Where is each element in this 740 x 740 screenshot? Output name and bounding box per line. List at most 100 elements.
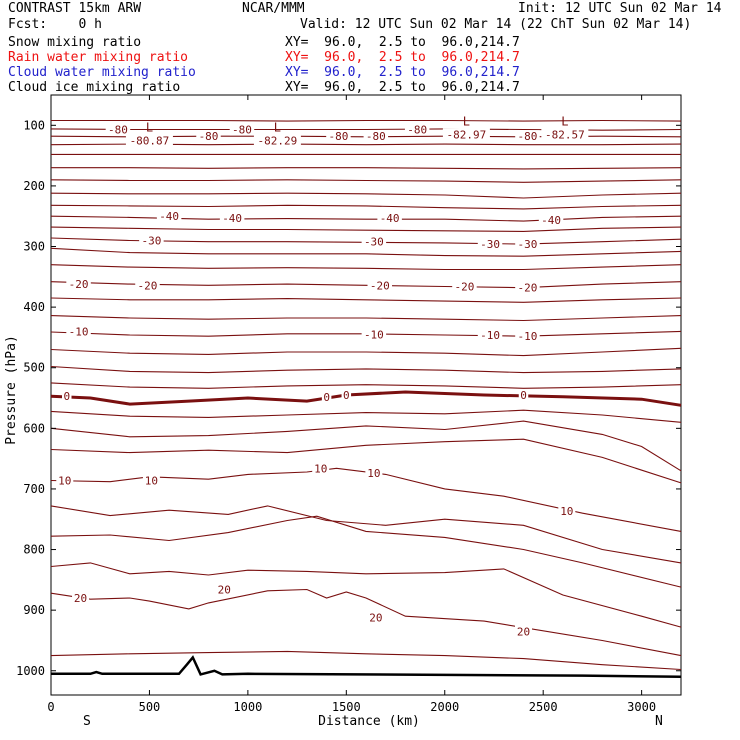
contour-label-bg-0 <box>105 123 131 136</box>
contour-line-23 <box>50 420 682 472</box>
contour-line-28 <box>50 562 682 628</box>
contour-label-bg-5 <box>363 130 389 143</box>
contour-label-bg-27 <box>518 389 529 401</box>
contour-label-bg-22 <box>477 329 503 341</box>
y-tick-label-5: 600 <box>23 421 45 435</box>
contour-label-32: 10 <box>560 505 573 518</box>
contour-label-10: -40 <box>541 214 561 227</box>
legend-name-cloud-ice: Cloud ice mixing ratio <box>8 80 181 95</box>
contour-label-36: 20 <box>517 625 530 638</box>
contour-label-19: -20 <box>518 282 538 295</box>
contour-label-27: 0 <box>520 389 527 402</box>
contour-line-24 <box>50 438 682 484</box>
contour-label-5: -80 <box>366 130 386 143</box>
contour-line-20 <box>50 382 682 389</box>
contour-label-bg-18 <box>452 280 477 293</box>
contour-label-bg-3 <box>196 130 221 143</box>
contour-label-29: 10 <box>145 474 158 487</box>
y-tick-label-8: 900 <box>23 603 45 617</box>
low-marker-2: L <box>463 114 470 128</box>
contour-line-10 <box>50 226 682 232</box>
y-axis-label: Pressure (hPa) <box>4 335 19 445</box>
legend-xy-cloud-ice: XY= 96.0, 2.5 to 96.0,214.7 <box>285 80 520 95</box>
contour-label-4: -80 <box>329 130 349 143</box>
contour-label-bg-16 <box>135 279 160 292</box>
y-tick-label-1: 200 <box>23 179 45 193</box>
south-end-label: S <box>83 714 91 729</box>
y-tick-label-6: 700 <box>23 482 45 496</box>
contour-label-24: 0 <box>63 390 70 403</box>
contour-label-bg-21 <box>361 328 387 341</box>
plot-frame <box>50 94 682 696</box>
low-value-0: -80.87 <box>130 134 170 147</box>
low-marker-0: L <box>146 120 153 134</box>
contour-label-bg-11 <box>139 234 164 247</box>
low-marker-1: L <box>274 120 281 134</box>
contour-label-8: -40 <box>222 212 242 225</box>
contour-label-bg-10 <box>538 213 564 226</box>
contour-label-0: -80 <box>108 124 128 137</box>
contour-label-bg-26 <box>341 389 352 401</box>
contour-label-17: -20 <box>370 279 390 292</box>
contour-label-14: -30 <box>518 238 538 251</box>
contour-label-bg-9 <box>377 212 402 225</box>
contour-label-34: 20 <box>218 584 231 597</box>
extrema-layer: L-80.87L-82.29L-82.97L-82.57 <box>125 114 589 147</box>
contour-line-21 <box>50 390 682 407</box>
legend-name-rain: Rain water mixing ratio <box>8 50 189 65</box>
forecast-hour: Fcst: 0 h <box>8 17 102 32</box>
contour-line-5 <box>51 167 682 170</box>
contour-label-12: -30 <box>364 236 384 249</box>
contour-label-bg-23 <box>515 330 540 343</box>
low-value-3: -82.57 <box>545 128 585 141</box>
x-axis-label: Distance (km) <box>318 714 420 729</box>
low-marker-3: L <box>561 114 568 128</box>
contour-line-12 <box>50 247 682 257</box>
contour-label-20: -10 <box>69 325 89 338</box>
contour-label-25: 0 <box>323 391 330 404</box>
north-end-label: N <box>655 714 663 729</box>
valid-time: Valid: 12 UTC Sun 02 Mar 14 (22 ChT Sun … <box>300 17 692 32</box>
legend-name-snow: Snow mixing ratio <box>8 35 142 50</box>
init-time: Init: 12 UTC Sun 02 Mar 14 <box>518 1 722 16</box>
contour-line-0 <box>51 119 682 122</box>
contour-line-7 <box>50 192 682 199</box>
y-tick-label-3: 400 <box>23 300 45 314</box>
legend-xy-cloud-water: XY= 96.0, 2.5 to 96.0,214.7 <box>285 65 520 80</box>
contour-label-bg-13 <box>477 238 503 251</box>
y-tick-label-7: 800 <box>23 543 45 557</box>
contour-label-31: 10 <box>367 467 380 480</box>
contour-label-15: -20 <box>69 278 89 291</box>
contour-label-21: -10 <box>364 328 384 341</box>
contour-label-bg-33 <box>72 592 90 605</box>
contour-line-13 <box>50 264 682 271</box>
contour-label-bg-1 <box>229 123 255 136</box>
contour-label-26: 0 <box>343 389 350 402</box>
contour-label-28: 10 <box>58 474 71 487</box>
contour-label-bg-14 <box>515 238 540 251</box>
contour-layer <box>50 119 682 671</box>
contour-label-bg-15 <box>66 278 91 291</box>
y-tick-label-4: 500 <box>23 361 45 375</box>
contour-label-2: -80 <box>407 124 427 137</box>
x-tick-label-4: 2000 <box>430 700 459 714</box>
contour-line-26 <box>50 505 682 564</box>
x-axis: 0 500 1000 1500 2000 2500 3000 <box>47 95 656 714</box>
contour-label-layer: -80 -80 -80-80 -80 -80 -80-40 -40 -40 -40-30 -30-… <box>56 123 576 638</box>
contour-label-bg-28 <box>56 474 74 487</box>
y-tick-label-0: 100 <box>23 118 45 132</box>
terrain-line <box>51 655 682 679</box>
contour-label-9: -40 <box>380 212 400 225</box>
contour-label-30: 10 <box>314 462 327 475</box>
contour-line-15 <box>50 297 682 303</box>
contour-line-9 <box>50 215 682 222</box>
contour-line-16 <box>50 315 682 322</box>
contour-label-11: -30 <box>141 234 161 247</box>
contour-label-bg-29 <box>142 474 160 487</box>
low-value-bg-1 <box>253 134 301 147</box>
low-value-bg-0 <box>125 134 173 147</box>
x-tick-label-6: 3000 <box>627 700 656 714</box>
contour-label-bg-12 <box>361 235 387 248</box>
low-value-1: -82.29 <box>258 134 298 147</box>
